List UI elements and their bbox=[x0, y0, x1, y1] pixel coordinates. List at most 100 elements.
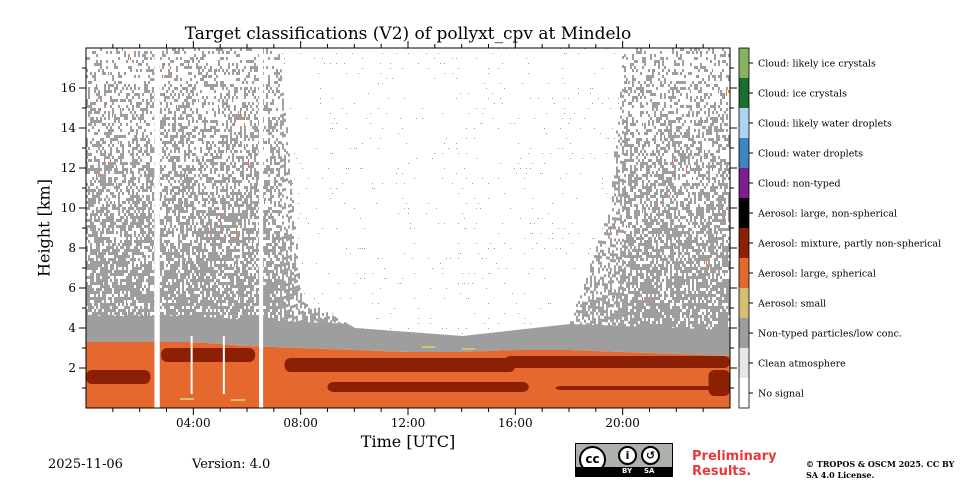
noise-speckle bbox=[134, 183, 136, 186]
noise-speckle bbox=[222, 228, 224, 231]
noise-speckle bbox=[270, 192, 272, 195]
noise-speckle bbox=[190, 72, 192, 75]
noise-speckle bbox=[250, 105, 252, 108]
noise-speckle bbox=[104, 168, 106, 171]
noise-speckle bbox=[142, 189, 144, 192]
noise-speckle bbox=[172, 267, 174, 270]
noise-speckle bbox=[176, 285, 178, 288]
noise-speckle bbox=[224, 273, 226, 276]
noise-speckle bbox=[278, 210, 280, 213]
noise-speckle bbox=[184, 249, 186, 252]
noise-speckle bbox=[130, 207, 132, 210]
noise-speckle bbox=[160, 297, 162, 300]
aerosol-speckle bbox=[218, 105, 219, 108]
noise-speckle bbox=[122, 135, 124, 138]
noise-speckle bbox=[268, 78, 270, 81]
noise-speckle bbox=[240, 195, 242, 198]
noise-speckle bbox=[222, 240, 224, 243]
noise-speckle bbox=[248, 165, 250, 168]
noise-speckle bbox=[184, 303, 186, 306]
noise-speckle bbox=[98, 291, 100, 294]
noise-speckle bbox=[174, 261, 176, 264]
noise-speckle bbox=[272, 309, 274, 312]
noise-speckle bbox=[110, 252, 112, 255]
noise-speckle bbox=[250, 300, 252, 303]
noise-speckle bbox=[284, 319, 286, 323]
noise-speckle bbox=[242, 159, 244, 162]
noise-speckle bbox=[162, 201, 164, 204]
noise-speckle bbox=[224, 201, 226, 204]
noise-speckle bbox=[298, 287, 300, 291]
noise-speckle bbox=[166, 219, 168, 222]
noise-speckle bbox=[112, 243, 114, 246]
noise-speckle bbox=[240, 126, 242, 129]
noise-speckle bbox=[146, 177, 148, 180]
noise-speckle bbox=[250, 198, 252, 201]
noise-speckle bbox=[276, 237, 278, 240]
noise-speckle bbox=[236, 300, 238, 303]
noise-speckle bbox=[122, 288, 124, 291]
sparse-dot bbox=[322, 293, 323, 294]
noise-speckle bbox=[232, 69, 234, 72]
noise-speckle bbox=[130, 216, 132, 219]
noise-speckle bbox=[190, 90, 192, 93]
noise-speckle bbox=[234, 213, 236, 216]
noise-speckle bbox=[186, 96, 188, 99]
noise-speckle bbox=[192, 120, 194, 123]
noise-speckle bbox=[298, 308, 300, 312]
noise-speckle bbox=[224, 288, 226, 291]
noise-speckle bbox=[236, 135, 238, 138]
noise-speckle bbox=[190, 108, 192, 111]
noise-speckle bbox=[184, 198, 186, 201]
noise-speckle bbox=[222, 204, 224, 207]
noise-speckle bbox=[236, 72, 238, 75]
noise-speckle bbox=[96, 150, 98, 153]
noise-speckle bbox=[106, 288, 108, 291]
noise-speckle bbox=[162, 123, 164, 126]
noise-speckle bbox=[200, 165, 202, 168]
noise-speckle bbox=[214, 126, 216, 129]
noise-dense-cell bbox=[218, 317, 220, 344]
noise-speckle bbox=[256, 135, 258, 138]
noise-speckle bbox=[112, 225, 114, 228]
noise-speckle bbox=[146, 162, 148, 165]
noise-speckle bbox=[272, 195, 274, 198]
noise-speckle bbox=[114, 204, 116, 207]
noise-speckle bbox=[92, 117, 94, 120]
noise-speckle bbox=[280, 315, 282, 319]
noise-speckle bbox=[112, 315, 114, 318]
noise-speckle bbox=[236, 150, 238, 153]
noise-speckle bbox=[212, 303, 214, 306]
noise-speckle bbox=[196, 81, 198, 84]
noise-speckle bbox=[176, 174, 178, 177]
noise-speckle bbox=[152, 240, 154, 243]
noise-speckle bbox=[272, 186, 274, 189]
noise-speckle bbox=[246, 291, 248, 294]
noise-speckle bbox=[100, 312, 102, 315]
noise-speckle bbox=[214, 261, 216, 264]
noise-speckle bbox=[94, 312, 96, 315]
noise-speckle bbox=[150, 309, 152, 312]
noise-speckle bbox=[242, 309, 244, 312]
noise-speckle bbox=[142, 222, 144, 225]
noise-speckle bbox=[240, 129, 242, 132]
noise-speckle bbox=[282, 119, 284, 123]
noise-speckle bbox=[112, 273, 114, 276]
noise-speckle bbox=[254, 57, 256, 60]
noise-speckle bbox=[312, 319, 314, 323]
noise-speckle bbox=[172, 138, 174, 141]
noise-speckle bbox=[92, 168, 94, 171]
noise-speckle bbox=[248, 276, 250, 279]
noise-speckle bbox=[236, 192, 238, 195]
noise-speckle bbox=[86, 213, 88, 216]
noise-speckle bbox=[198, 270, 200, 273]
noise-speckle bbox=[238, 72, 240, 75]
noise-speckle bbox=[124, 243, 126, 246]
noise-speckle bbox=[264, 126, 266, 129]
noise-speckle bbox=[104, 153, 106, 156]
noise-speckle bbox=[108, 246, 110, 249]
noise-speckle bbox=[116, 48, 118, 51]
noise-speckle bbox=[288, 153, 290, 157]
noise-speckle bbox=[148, 279, 150, 282]
noise-dense-cell bbox=[264, 320, 266, 347]
